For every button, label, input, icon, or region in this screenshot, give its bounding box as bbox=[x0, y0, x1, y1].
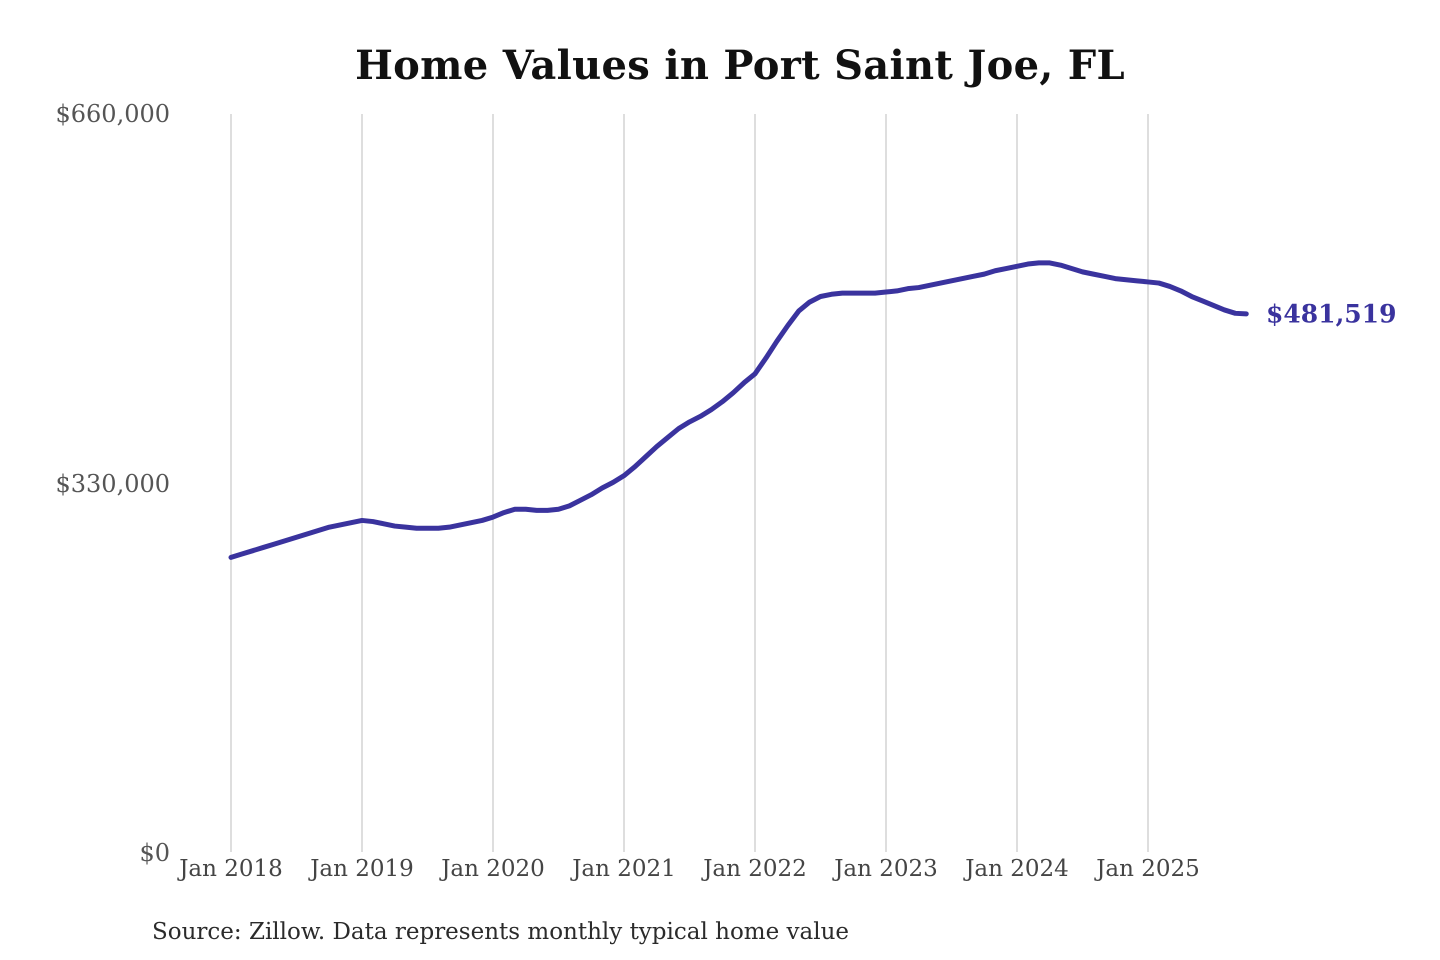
last-value-label: $481,519 bbox=[1266, 299, 1397, 329]
x-tick-label: Jan 2022 bbox=[703, 856, 807, 882]
y-tick-label: $660,000 bbox=[55, 100, 170, 128]
y-tick-label: $330,000 bbox=[55, 469, 170, 498]
source-note: Source: Zillow. Data represents monthly … bbox=[152, 919, 850, 945]
y-tick-label: $0 bbox=[139, 839, 170, 867]
home-value-line-series bbox=[228, 260, 1249, 560]
x-tick-label: Jan 2023 bbox=[834, 856, 938, 882]
vertical-gridlines bbox=[230, 114, 1149, 852]
x-tick-label: Jan 2025 bbox=[1096, 856, 1200, 882]
chart-title: Home Values in Port Saint Joe, FL bbox=[355, 42, 1125, 89]
x-tick-label: Jan 2020 bbox=[441, 856, 545, 882]
x-tick-label: Jan 2019 bbox=[310, 856, 414, 882]
x-tick-label: Jan 2024 bbox=[965, 856, 1069, 882]
x-tick-label: Jan 2021 bbox=[572, 856, 676, 882]
x-tick-label: Jan 2018 bbox=[179, 856, 283, 882]
